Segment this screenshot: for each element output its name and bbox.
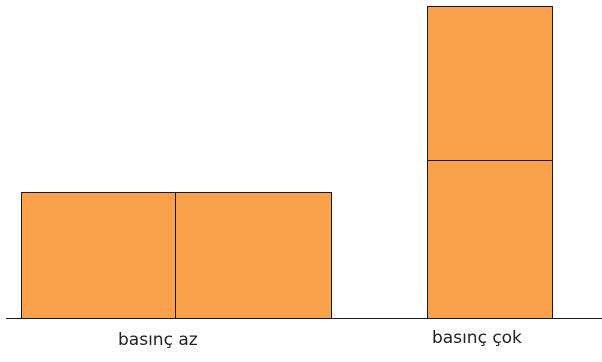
- label-high-pressure: basınç çok: [432, 328, 522, 348]
- right-block-top: [427, 6, 553, 162]
- label-low-pressure: basınç az: [118, 330, 198, 350]
- left-block-1: [21, 192, 177, 319]
- left-block-2: [175, 192, 332, 319]
- ground-line: [6, 318, 602, 319]
- right-block-bottom: [427, 160, 553, 319]
